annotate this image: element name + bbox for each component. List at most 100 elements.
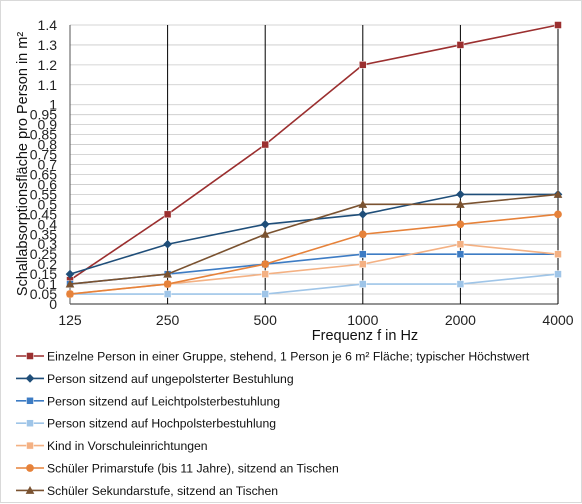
x-tick-label: 4000 xyxy=(542,312,573,328)
legend-marker xyxy=(25,374,35,383)
legend-label: Schüler Primarstufe (bis 11 Jahre), sitz… xyxy=(47,462,339,476)
y-tick-label: 0.25 xyxy=(30,246,57,262)
data-point xyxy=(359,280,367,288)
data-point xyxy=(163,239,172,249)
legend-label: Einzelne Person in einer Gruppe, stehend… xyxy=(47,350,530,364)
data-point xyxy=(66,290,74,298)
y-tick-label: 0.65 xyxy=(30,166,57,182)
x-tick-label: 250 xyxy=(156,312,180,328)
y-tick-label: 0.85 xyxy=(30,127,57,143)
legend: Einzelne Person in einer Gruppe, stehend… xyxy=(16,350,530,498)
y-tick-label: 1.4 xyxy=(38,17,58,33)
legend-marker xyxy=(26,397,34,405)
data-point xyxy=(163,280,172,288)
y-tick-labels: 00.050.10.150.20.250.30.350.40.450.50.55… xyxy=(30,17,57,312)
legend-marker xyxy=(26,464,34,472)
data-point xyxy=(456,41,465,49)
y-tick-label: 0.45 xyxy=(30,206,57,222)
y-tick-label: 0.55 xyxy=(30,186,57,202)
series-6 xyxy=(66,210,562,298)
data-series xyxy=(65,21,563,298)
data-point xyxy=(554,210,562,219)
y-tick-label: 0.05 xyxy=(30,286,57,302)
data-point xyxy=(358,209,368,219)
data-point xyxy=(261,290,269,298)
data-point xyxy=(358,200,368,208)
y-tick-label: 0.9 xyxy=(38,117,58,133)
legend-label: Person sitzend auf ungepolsterter Bestuh… xyxy=(47,372,294,386)
legend-item: Person sitzend auf Leichtpolsterbestuhlu… xyxy=(16,394,280,408)
x-tick-label: 125 xyxy=(58,312,82,328)
series-line xyxy=(69,193,559,285)
data-point xyxy=(65,269,75,279)
legend-marker xyxy=(26,441,34,450)
legend-item: Einzelne Person in einer Gruppe, stehend… xyxy=(16,350,530,364)
legend-item: Schüler Sekundarstufe, sitzend an Tische… xyxy=(16,484,278,498)
data-point xyxy=(261,260,270,268)
data-point xyxy=(554,270,562,278)
grid xyxy=(69,24,559,305)
legend-label: Kind in Vorschuleinrichtungen xyxy=(47,439,208,453)
y-axis-label: Schallabsorptionsfläche pro Person in m² xyxy=(15,32,31,297)
y-tick-label: 1.1 xyxy=(38,77,58,93)
x-tick-label: 1000 xyxy=(347,312,378,328)
legend-marker xyxy=(25,486,35,494)
legend-marker xyxy=(26,419,34,427)
legend-label: Schüler Sekundarstufe, sitzend an Tische… xyxy=(47,484,278,498)
series-7 xyxy=(65,190,563,288)
data-point xyxy=(260,229,270,238)
y-tick-label: 0.95 xyxy=(30,107,57,123)
data-point xyxy=(163,269,172,278)
legend-item: Schüler Primarstufe (bis 11 Jahre), sitz… xyxy=(16,462,339,476)
y-tick-label: 1.3 xyxy=(38,37,58,53)
y-tick-label: 0.7 xyxy=(38,157,58,173)
data-point xyxy=(553,190,563,198)
y-tick-label: 0.8 xyxy=(38,137,58,153)
data-point xyxy=(163,210,172,219)
data-point xyxy=(554,21,562,29)
data-point xyxy=(456,250,465,258)
legend-item: Person sitzend auf Hochpolsterbestuhlung xyxy=(16,417,276,431)
legend-item: Person sitzend auf ungepolsterter Bestuh… xyxy=(16,372,294,386)
legend-item: Kind in Vorschuleinrichtungen xyxy=(16,439,208,453)
data-point xyxy=(65,279,75,288)
y-tick-label: 0.6 xyxy=(38,176,58,192)
x-tick-label: 500 xyxy=(254,312,278,328)
data-point xyxy=(260,219,270,229)
legend-label: Person sitzend auf Hochpolsterbestuhlung xyxy=(47,417,276,431)
series-line xyxy=(69,24,559,281)
series-line xyxy=(69,213,559,295)
y-tick-label: 0 xyxy=(49,296,57,312)
legend-marker xyxy=(26,352,34,360)
data-point xyxy=(163,290,172,298)
x-axis-label: Frequenz f in Hz xyxy=(312,328,418,344)
series-line xyxy=(70,273,559,295)
data-point xyxy=(358,230,367,239)
y-tick-label: 0.5 xyxy=(38,196,58,212)
y-tick-label: 1 xyxy=(49,97,57,113)
y-tick-label: 0.35 xyxy=(30,226,57,242)
y-tick-label: 0.75 xyxy=(30,147,57,163)
data-point xyxy=(456,200,465,208)
data-point xyxy=(456,240,465,248)
data-point xyxy=(456,280,465,288)
y-tick-label: 0.2 xyxy=(38,256,58,272)
data-point xyxy=(456,190,465,199)
y-tick-label: 0.1 xyxy=(38,276,58,292)
data-point xyxy=(456,220,465,229)
y-tick-label: 1.2 xyxy=(38,57,58,73)
data-point xyxy=(261,140,269,149)
data-point xyxy=(261,270,269,278)
y-tick-label: 0.4 xyxy=(38,216,58,232)
y-tick-label: 0.3 xyxy=(38,236,58,252)
y-tick-label: 0.15 xyxy=(30,266,57,282)
data-point xyxy=(359,250,367,258)
legend-label: Person sitzend auf Leichtpolsterbestuhlu… xyxy=(47,394,280,408)
data-point xyxy=(554,250,562,258)
data-point xyxy=(359,260,367,268)
data-point xyxy=(359,61,367,69)
x-tick-label: 2000 xyxy=(445,312,476,328)
x-tick-labels: 125 250 500 1000 2000 4000 xyxy=(58,312,573,328)
